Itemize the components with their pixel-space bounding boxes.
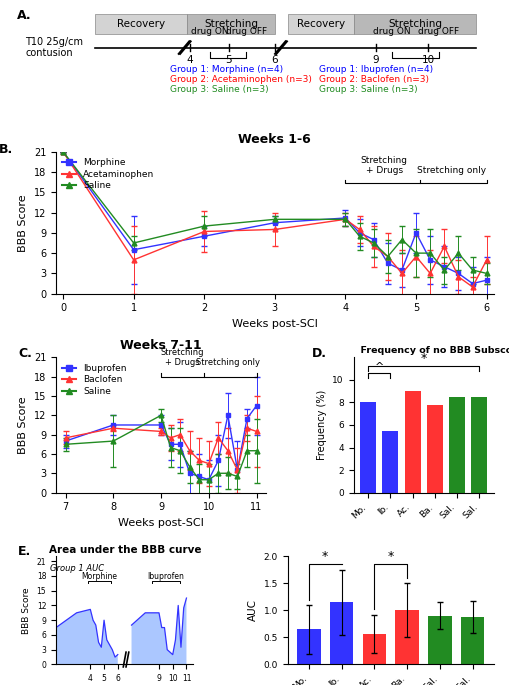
Y-axis label: BBB Score: BBB Score xyxy=(18,194,29,251)
Polygon shape xyxy=(36,561,118,664)
Text: Group 1: Morphine (n=4): Group 1: Morphine (n=4) xyxy=(170,64,283,74)
Y-axis label: Frequency (%): Frequency (%) xyxy=(317,390,327,460)
Text: Stretching
+ Drugs: Stretching + Drugs xyxy=(361,156,408,175)
Title: Weeks 1-6: Weeks 1-6 xyxy=(239,134,311,147)
Text: Recovery: Recovery xyxy=(117,19,165,29)
Text: ^: ^ xyxy=(375,362,384,372)
Text: 9: 9 xyxy=(372,55,379,65)
Text: Group 3: Saline (n=3): Group 3: Saline (n=3) xyxy=(319,85,417,94)
Bar xyxy=(428,616,451,664)
Text: drug OFF: drug OFF xyxy=(418,27,460,36)
X-axis label: Weeks post-SCI: Weeks post-SCI xyxy=(232,319,318,329)
Text: Stretching only: Stretching only xyxy=(196,358,260,367)
Legend: Ibuprofen, Baclofen, Saline: Ibuprofen, Baclofen, Saline xyxy=(61,362,128,398)
Polygon shape xyxy=(131,598,186,664)
Text: D.: D. xyxy=(312,347,327,360)
Bar xyxy=(405,391,420,493)
Y-axis label: BBB Score: BBB Score xyxy=(18,396,29,453)
Text: A.: A. xyxy=(17,9,31,22)
Text: B.: B. xyxy=(0,143,13,156)
Legend: Morphine, Acetaminophen, Saline: Morphine, Acetaminophen, Saline xyxy=(61,156,156,192)
Bar xyxy=(330,602,353,664)
Text: 6: 6 xyxy=(271,55,278,65)
Text: 10: 10 xyxy=(421,55,435,65)
Text: Stretching: Stretching xyxy=(388,19,442,29)
FancyBboxPatch shape xyxy=(187,14,275,34)
FancyBboxPatch shape xyxy=(288,14,354,34)
Text: Ibuprofen: Ibuprofen xyxy=(148,573,184,582)
Bar xyxy=(297,630,321,664)
Bar xyxy=(461,617,485,664)
Text: Group 2: Baclofen (n=3): Group 2: Baclofen (n=3) xyxy=(319,75,429,84)
Text: 4: 4 xyxy=(186,55,193,65)
Text: *: * xyxy=(420,352,427,365)
Y-axis label: BBB Score: BBB Score xyxy=(22,587,31,634)
Bar xyxy=(360,403,376,493)
Bar xyxy=(362,634,386,664)
Text: Group 1 AUC: Group 1 AUC xyxy=(49,564,104,573)
Text: drug OFF: drug OFF xyxy=(226,27,267,36)
Text: *: * xyxy=(322,550,328,563)
Text: Stretching
+ Drugs: Stretching + Drugs xyxy=(161,347,204,367)
Bar xyxy=(382,431,399,493)
Bar xyxy=(449,397,465,493)
Text: 5: 5 xyxy=(225,55,232,65)
Text: Group 1: Ibuprofen (n=4): Group 1: Ibuprofen (n=4) xyxy=(319,64,433,74)
X-axis label: Weeks post-SCI: Weeks post-SCI xyxy=(118,518,204,528)
Text: Stretching only: Stretching only xyxy=(417,166,486,175)
Text: drug ON: drug ON xyxy=(191,27,229,36)
Text: *: * xyxy=(388,550,394,563)
Text: Area under the BBB curve: Area under the BBB curve xyxy=(49,545,202,556)
FancyBboxPatch shape xyxy=(95,14,187,34)
Bar xyxy=(395,610,419,664)
Text: Stretching: Stretching xyxy=(204,19,258,29)
Text: C.: C. xyxy=(18,347,32,360)
FancyBboxPatch shape xyxy=(354,14,476,34)
Bar xyxy=(471,397,487,493)
Bar xyxy=(427,405,443,493)
Text: E.: E. xyxy=(17,545,31,558)
Text: T10 25g/cm
contusion: T10 25g/cm contusion xyxy=(25,37,83,58)
Text: Recovery: Recovery xyxy=(297,19,345,29)
Text: Morphine: Morphine xyxy=(81,573,117,582)
Text: Group 3: Saline (n=3): Group 3: Saline (n=3) xyxy=(170,85,268,94)
Text: Group 2: Acetaminophen (n=3): Group 2: Acetaminophen (n=3) xyxy=(170,75,312,84)
Title: Weeks 7-11: Weeks 7-11 xyxy=(120,339,202,352)
Y-axis label: AUC: AUC xyxy=(248,599,258,621)
Text: Frequency of no BBB Subscores: Frequency of no BBB Subscores xyxy=(354,346,509,356)
Text: drug ON: drug ON xyxy=(374,27,411,36)
